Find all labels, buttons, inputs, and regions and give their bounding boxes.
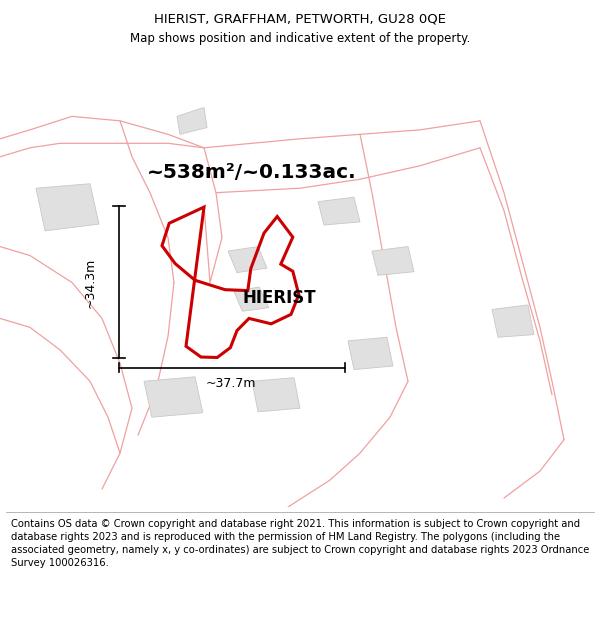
Text: Contains OS data © Crown copyright and database right 2021. This information is : Contains OS data © Crown copyright and d…: [11, 519, 589, 568]
Polygon shape: [144, 377, 203, 418]
Polygon shape: [492, 305, 534, 338]
Text: ~34.3m: ~34.3m: [83, 258, 97, 308]
Polygon shape: [228, 247, 267, 272]
Polygon shape: [252, 378, 300, 412]
Polygon shape: [372, 247, 414, 276]
Text: HIERIST: HIERIST: [242, 289, 316, 308]
Polygon shape: [177, 107, 207, 134]
Text: HIERIST, GRAFFHAM, PETWORTH, GU28 0QE: HIERIST, GRAFFHAM, PETWORTH, GU28 0QE: [154, 12, 446, 26]
Polygon shape: [318, 198, 360, 225]
Text: ~37.7m: ~37.7m: [206, 378, 256, 391]
Text: ~538m²/~0.133ac.: ~538m²/~0.133ac.: [147, 163, 356, 182]
Polygon shape: [348, 338, 393, 369]
Text: Map shows position and indicative extent of the property.: Map shows position and indicative extent…: [130, 32, 470, 45]
Polygon shape: [234, 287, 269, 311]
Polygon shape: [36, 184, 99, 231]
